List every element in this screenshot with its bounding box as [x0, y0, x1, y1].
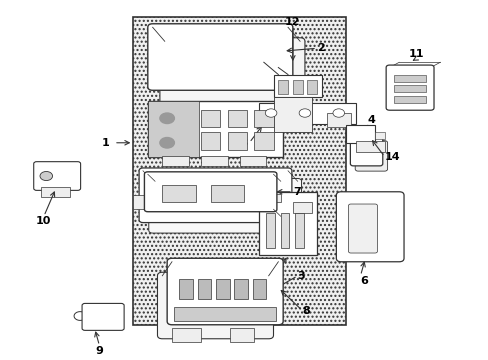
Bar [346, 125, 374, 143]
Circle shape [332, 109, 344, 117]
FancyBboxPatch shape [350, 135, 382, 166]
FancyBboxPatch shape [160, 38, 305, 104]
Bar [147, 101, 199, 157]
Bar [287, 195, 298, 209]
Bar [197, 279, 211, 298]
FancyBboxPatch shape [82, 303, 124, 330]
Bar [201, 109, 220, 127]
Circle shape [160, 138, 174, 148]
Bar [254, 132, 273, 150]
FancyBboxPatch shape [151, 179, 284, 219]
Text: 12: 12 [285, 17, 300, 27]
FancyBboxPatch shape [148, 179, 301, 233]
Bar [326, 113, 350, 127]
Bar [229, 328, 254, 342]
Bar [172, 328, 201, 342]
Bar [265, 213, 274, 248]
FancyBboxPatch shape [336, 192, 403, 262]
FancyBboxPatch shape [139, 168, 291, 222]
Bar [227, 101, 246, 109]
Text: 10: 10 [36, 216, 51, 226]
Text: 1: 1 [101, 138, 109, 148]
Bar [280, 213, 289, 248]
Bar [259, 192, 316, 255]
Text: 8: 8 [302, 306, 309, 316]
Bar [307, 80, 316, 94]
FancyBboxPatch shape [354, 141, 387, 171]
Bar [210, 185, 244, 202]
Bar [355, 141, 384, 152]
Bar [292, 202, 311, 213]
Bar [162, 185, 196, 202]
Bar [295, 213, 304, 248]
Text: 4: 4 [367, 115, 375, 125]
Bar [216, 279, 229, 298]
Bar [393, 85, 425, 92]
Bar [179, 279, 192, 298]
Bar [227, 109, 246, 127]
Circle shape [160, 113, 174, 123]
Bar [374, 132, 384, 139]
Bar [201, 132, 220, 150]
Bar [273, 75, 321, 97]
Bar [273, 97, 311, 132]
Text: 14: 14 [384, 152, 400, 162]
Text: 7: 7 [292, 187, 300, 197]
Bar [259, 103, 355, 123]
Bar [172, 269, 278, 304]
Text: 11: 11 [407, 49, 423, 59]
FancyBboxPatch shape [386, 65, 433, 110]
Bar [254, 109, 273, 127]
Bar [41, 187, 70, 197]
Circle shape [265, 109, 276, 117]
Bar [133, 17, 346, 325]
Bar [227, 132, 246, 150]
Text: 2: 2 [316, 43, 324, 53]
Circle shape [299, 109, 310, 117]
Bar [278, 80, 287, 94]
Text: 9: 9 [95, 346, 103, 356]
Bar [133, 195, 143, 209]
Bar [239, 156, 265, 166]
FancyBboxPatch shape [147, 24, 292, 90]
Bar [201, 156, 227, 166]
FancyBboxPatch shape [167, 258, 283, 325]
Circle shape [40, 171, 53, 181]
Bar [147, 101, 283, 157]
FancyBboxPatch shape [348, 204, 377, 253]
FancyBboxPatch shape [157, 272, 273, 339]
Bar [254, 194, 280, 202]
Bar [162, 156, 188, 166]
Text: 3: 3 [297, 271, 305, 281]
Bar [174, 307, 275, 321]
Bar [393, 95, 425, 103]
FancyBboxPatch shape [144, 172, 276, 212]
Bar [252, 279, 265, 298]
Bar [292, 80, 302, 94]
Text: 13: 13 [233, 138, 249, 148]
Bar [188, 101, 208, 109]
Text: 6: 6 [360, 276, 367, 286]
Text: 5: 5 [274, 272, 282, 282]
Bar [234, 279, 247, 298]
FancyBboxPatch shape [34, 162, 81, 190]
Bar [393, 75, 425, 81]
